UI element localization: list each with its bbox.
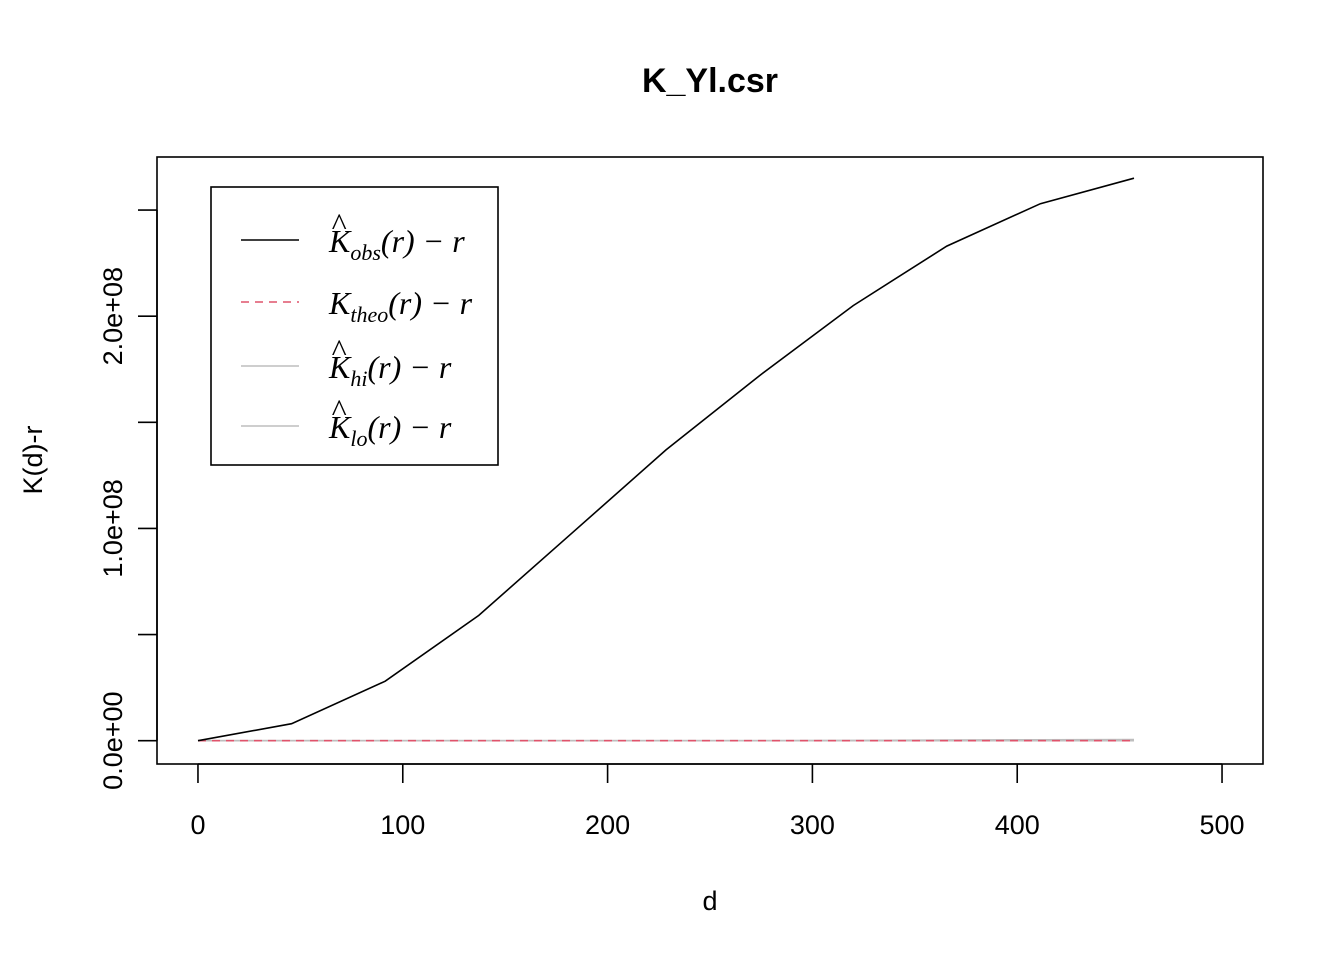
series-line-obs bbox=[197, 177, 1135, 742]
legend-label-theo: Ktheo(r) − r bbox=[328, 285, 473, 327]
chart-title: K_Yl.csr bbox=[642, 62, 778, 100]
x-tick-label: 200 bbox=[585, 810, 630, 840]
y-axis-label: K(d)-r bbox=[18, 426, 48, 495]
legend-hat-obs: ^ bbox=[331, 206, 347, 242]
y-tick-label: 2.0e+08 bbox=[98, 267, 128, 365]
x-tick-label: 500 bbox=[1200, 810, 1245, 840]
legend-hat-lo: ^ bbox=[331, 392, 347, 428]
y-tick-label: 1.0e+08 bbox=[98, 479, 128, 577]
legend-label-lo: Klo(r) − r bbox=[328, 409, 452, 451]
legend-label-obs: Kobs(r) − r bbox=[328, 223, 465, 265]
x-tick-label: 300 bbox=[790, 810, 835, 840]
x-tick-label: 400 bbox=[995, 810, 1040, 840]
x-tick-label: 0 bbox=[190, 810, 205, 840]
series-layer bbox=[197, 177, 1135, 742]
x-axis: 0 100 200 300 400 500 bbox=[190, 763, 1245, 840]
legend-label-hi: Khi(r) − r bbox=[328, 349, 452, 391]
x-axis-label: d bbox=[702, 886, 717, 916]
legend-box bbox=[210, 186, 499, 466]
legend-hat-hi: ^ bbox=[331, 332, 347, 368]
y-tick-label: 0.0e+00 bbox=[98, 691, 128, 789]
x-tick-label: 100 bbox=[380, 810, 425, 840]
y-axis: 0.0e+00 1.0e+08 2.0e+08 bbox=[98, 209, 158, 790]
